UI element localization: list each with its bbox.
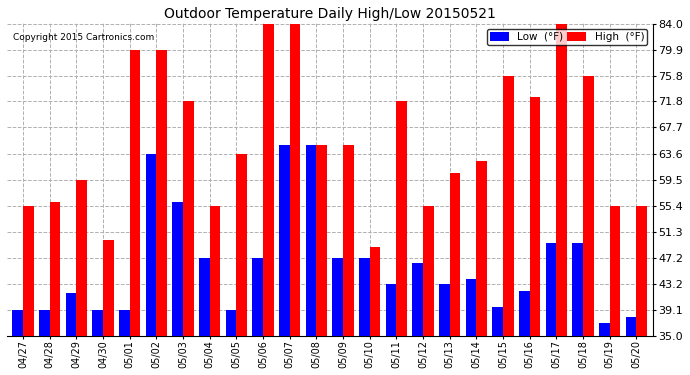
Bar [573,243,583,336]
Bar [333,258,343,336]
Bar [317,145,327,336]
Bar [343,145,354,336]
Bar [263,24,274,336]
Bar [130,50,140,336]
Bar [146,154,157,336]
Bar [386,284,397,336]
Bar [450,173,460,336]
Bar [183,101,194,336]
Bar [290,24,300,336]
Bar [439,284,450,336]
Bar [172,202,183,336]
Bar [397,101,407,336]
Bar [546,243,556,336]
Bar [226,310,237,336]
Bar [423,206,434,336]
Bar [583,76,594,336]
Title: Outdoor Temperature Daily High/Low 20150521: Outdoor Temperature Daily High/Low 20150… [164,7,495,21]
Bar [556,24,567,336]
Bar [519,291,530,336]
Bar [23,206,34,336]
Bar [157,50,167,336]
Bar [39,310,50,336]
Bar [610,206,620,336]
Bar [636,206,647,336]
Bar [306,145,317,336]
Bar [77,180,87,336]
Bar [370,247,380,336]
Bar [92,310,103,336]
Bar [253,258,263,336]
Bar [237,153,247,336]
Bar [12,310,23,336]
Bar [530,97,540,336]
Bar [210,206,220,336]
Bar [279,145,290,336]
Bar [493,307,503,336]
Bar [119,310,130,336]
Text: Copyright 2015 Cartronics.com: Copyright 2015 Cartronics.com [13,33,155,42]
Bar [476,160,487,336]
Legend: Low  (°F), High  (°F): Low (°F), High (°F) [487,29,647,45]
Bar [359,258,370,336]
Bar [466,279,476,336]
Bar [413,262,423,336]
Bar [199,258,210,336]
Bar [626,317,636,336]
Bar [103,240,114,336]
Bar [66,292,77,336]
Bar [50,202,60,336]
Bar [503,76,514,336]
Bar [599,323,610,336]
